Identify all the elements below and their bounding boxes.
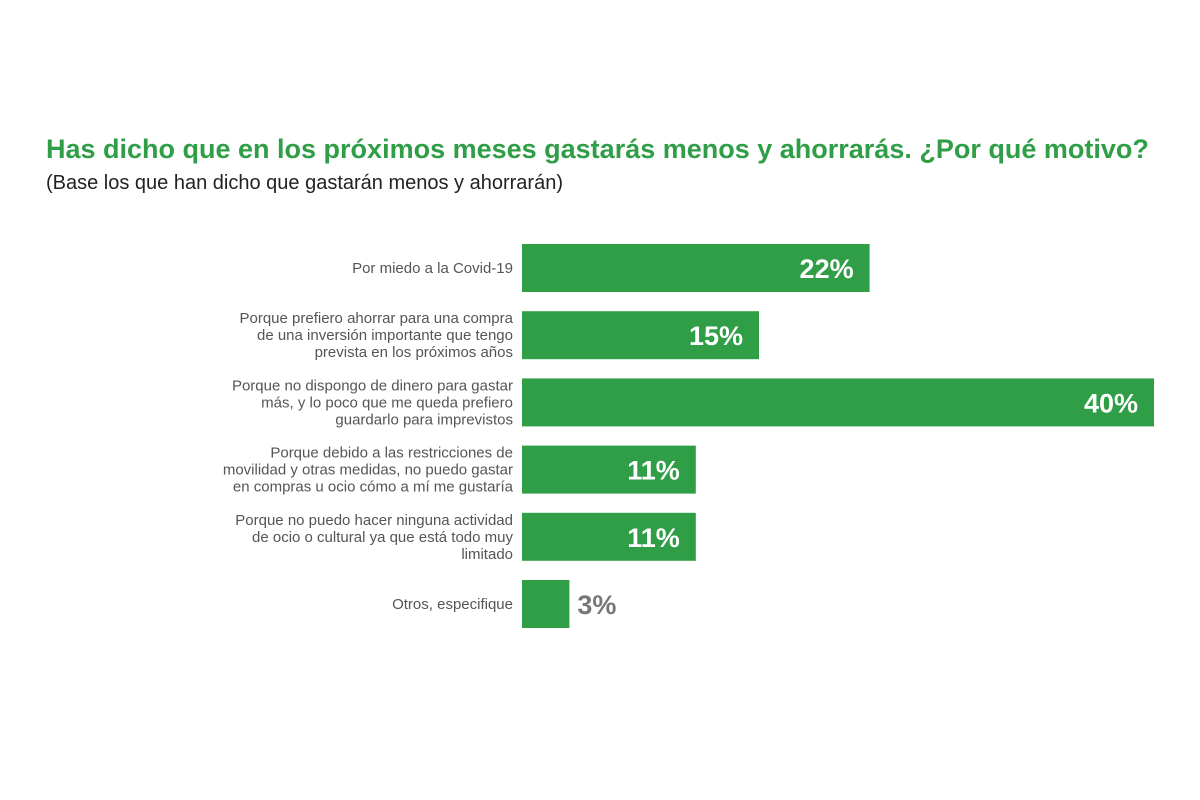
bar-0	[522, 244, 870, 292]
category-labels-group: Por miedo a la Covid-19 Porque prefiero a…	[223, 260, 514, 613]
category-label-line: de ocio o cultural ya que está todo muy	[252, 529, 513, 546]
category-label-line: de una inversión importante que tengo	[257, 327, 513, 344]
bar-4	[522, 512, 696, 561]
category-label-line: más, y lo poco que me queda prefiero	[261, 394, 513, 411]
value-label-1: 15%	[689, 321, 743, 351]
category-label-line: en compras u ocio cómo a mí me gustaría	[233, 479, 514, 496]
category-label-line: limitado	[461, 546, 513, 563]
category-label-4: Porque no puedo hacer ninguna actividad d…	[235, 512, 513, 563]
value-label-0: 22%	[800, 254, 854, 284]
category-label-line: Otros, especifique	[392, 596, 513, 613]
chart-subtitle: (Base los que han dicho que gastarán men…	[46, 172, 563, 194]
value-label-5: 3%	[577, 590, 616, 620]
bar-2	[522, 378, 1154, 427]
category-label-line: guardarlo para imprevistos	[335, 411, 513, 428]
value-label-3: 11%	[627, 456, 680, 486]
category-label-1: Porque prefiero ahorrar para una compra d…	[240, 310, 514, 361]
category-label-0: Por miedo a la Covid-19	[352, 260, 513, 277]
value-labels-group: 22% 15% 40% 11% 11% 3%	[577, 254, 1138, 620]
category-label-2: Porque no dispongo de dinero para gastar…	[232, 377, 513, 428]
category-label-line: Porque prefiero ahorrar para una compra	[240, 310, 514, 327]
category-label-line: Porque no puedo hacer ninguna actividad	[235, 512, 513, 529]
category-label-line: Porque debido a las restricciones de	[270, 445, 513, 462]
category-label-line: prevista en los próximos años	[315, 344, 513, 361]
value-label-2: 40%	[1084, 388, 1138, 418]
category-label-line: Porque no dispongo de dinero para gastar	[232, 377, 513, 394]
category-label-line: movilidad y otras medidas, no puedo gast…	[223, 462, 513, 479]
bar-3	[522, 445, 696, 494]
category-label-line: Por miedo a la Covid-19	[352, 260, 513, 277]
category-label-5: Otros, especifique	[392, 596, 513, 613]
category-label-3: Porque debido a las restricciones de movi…	[223, 445, 514, 496]
bar-1	[522, 311, 759, 360]
bars-group	[522, 244, 1154, 628]
chart-title: Has dicho que en los próximos meses gast…	[46, 134, 1149, 164]
bar-5	[522, 580, 570, 628]
value-label-4: 11%	[627, 523, 680, 553]
